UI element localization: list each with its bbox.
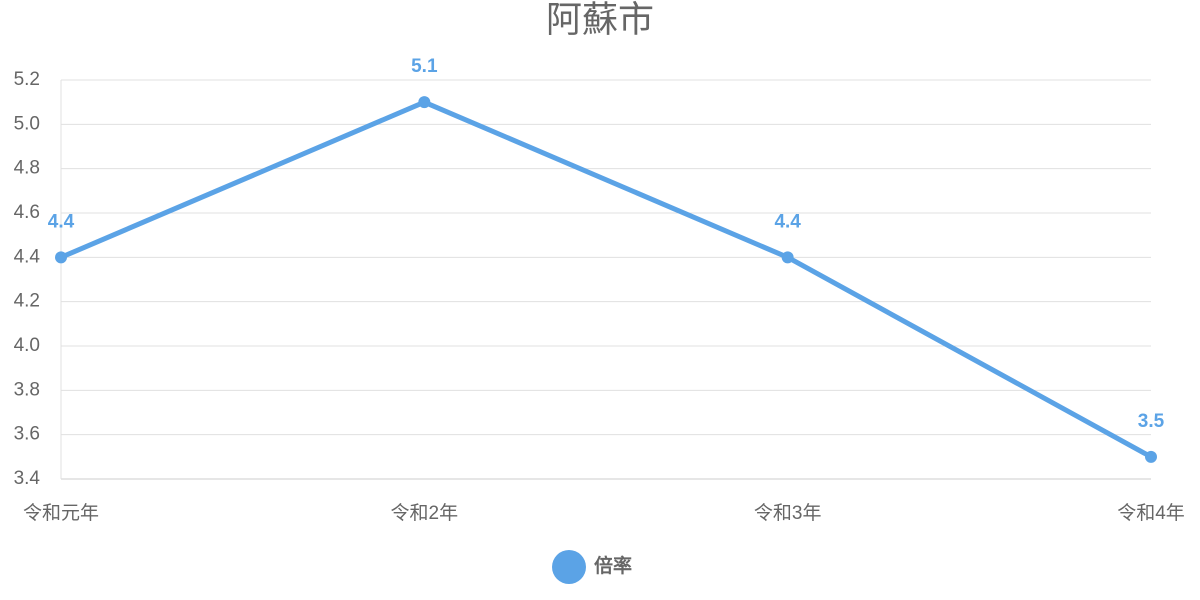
y-tick-label: 4.0	[14, 335, 40, 356]
y-tick-label: 5.0	[14, 113, 40, 134]
data-label: 4.4	[774, 211, 801, 232]
x-tick-label: 令和2年	[391, 502, 459, 524]
y-tick-label: 3.8	[14, 379, 40, 400]
point	[55, 251, 67, 264]
legend-marker[interactable]	[552, 550, 586, 584]
x-tick-label: 令和元年	[23, 502, 99, 524]
data-label: 5.1	[411, 56, 438, 77]
chart-title: 阿蘇市	[546, 0, 654, 40]
point	[418, 96, 431, 109]
x-tick-label: 令和3年	[754, 502, 822, 524]
line	[60, 99, 1153, 460]
x-tick-label: 令和4年	[1117, 502, 1185, 524]
y-tick-label: 4.4	[14, 246, 41, 267]
y-tick-label: 3.6	[14, 424, 40, 445]
point	[781, 251, 794, 264]
y-tick-label: 4.2	[14, 291, 40, 312]
y-tick-label: 5.2	[14, 69, 40, 90]
y-tick-label: 4.8	[14, 158, 40, 179]
point	[1145, 450, 1157, 463]
y-tick-label: 3.4	[14, 468, 41, 489]
data-label: 3.5	[1138, 411, 1165, 432]
legend-label[interactable]: 倍率	[594, 554, 632, 577]
data-label: 4.4	[48, 211, 75, 232]
y-tick-label: 4.6	[14, 202, 40, 223]
